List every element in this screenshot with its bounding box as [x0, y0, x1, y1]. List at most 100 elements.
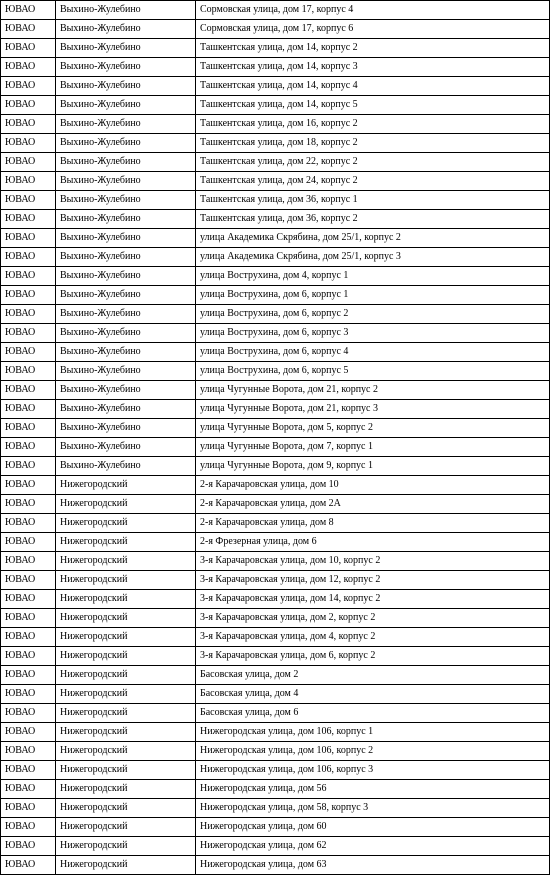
cell-okrug: ЮВАО [1, 647, 56, 666]
table-row: ЮВАОНижегородский2-я Карачаровская улица… [1, 514, 550, 533]
cell-address: 2-я Фрезерная улица, дом 6 [196, 533, 550, 552]
cell-district: Выхино-Жулебино [56, 324, 196, 343]
cell-okrug: ЮВАО [1, 628, 56, 647]
table-row: ЮВАОВыхино-Жулебиноулица Вострухина, дом… [1, 286, 550, 305]
cell-okrug: ЮВАО [1, 191, 56, 210]
cell-district: Выхино-Жулебино [56, 1, 196, 20]
table-row: ЮВАОВыхино-Жулебиноулица Академика Скряб… [1, 229, 550, 248]
table-row: ЮВАОНижегородский3-я Карачаровская улица… [1, 628, 550, 647]
cell-district: Нижегородский [56, 780, 196, 799]
cell-okrug: ЮВАО [1, 381, 56, 400]
cell-address: улица Чугунные Ворота, дом 21, корпус 3 [196, 400, 550, 419]
table-row: ЮВАОВыхино-Жулебиноулица Чугунные Ворота… [1, 438, 550, 457]
table-row: ЮВАОВыхино-ЖулебиноТашкентская улица, до… [1, 210, 550, 229]
cell-district: Нижегородский [56, 818, 196, 837]
cell-district: Выхино-Жулебино [56, 191, 196, 210]
table-row: ЮВАОНижегородский3-я Карачаровская улица… [1, 571, 550, 590]
cell-address: Нижегородская улица, дом 63 [196, 856, 550, 875]
cell-okrug: ЮВАО [1, 457, 56, 476]
table-row: ЮВАОВыхино-Жулебиноулица Чугунные Ворота… [1, 419, 550, 438]
cell-district: Нижегородский [56, 552, 196, 571]
cell-okrug: ЮВАО [1, 39, 56, 58]
cell-address: Ташкентская улица, дом 14, корпус 5 [196, 96, 550, 115]
table-row: ЮВАОНижегородскийНижегородская улица, до… [1, 780, 550, 799]
table-row: ЮВАОНижегородскийБасовская улица, дом 2 [1, 666, 550, 685]
cell-address: улица Вострухина, дом 6, корпус 5 [196, 362, 550, 381]
cell-okrug: ЮВАО [1, 1, 56, 20]
cell-address: Ташкентская улица, дом 36, корпус 2 [196, 210, 550, 229]
cell-district: Выхино-Жулебино [56, 305, 196, 324]
cell-okrug: ЮВАО [1, 856, 56, 875]
cell-okrug: ЮВАО [1, 305, 56, 324]
cell-district: Выхино-Жулебино [56, 419, 196, 438]
cell-okrug: ЮВАО [1, 590, 56, 609]
cell-okrug: ЮВАО [1, 134, 56, 153]
table-row: ЮВАОВыхино-Жулебиноулица Вострухина, дом… [1, 343, 550, 362]
cell-district: Нижегородский [56, 837, 196, 856]
cell-district: Выхино-Жулебино [56, 134, 196, 153]
cell-address: Нижегородская улица, дом 58, корпус 3 [196, 799, 550, 818]
cell-address: 2-я Карачаровская улица, дом 2А [196, 495, 550, 514]
cell-district: Выхино-Жулебино [56, 343, 196, 362]
table-row: ЮВАОВыхино-Жулебиноулица Вострухина, дом… [1, 305, 550, 324]
cell-okrug: ЮВАО [1, 267, 56, 286]
cell-address: Басовская улица, дом 4 [196, 685, 550, 704]
cell-district: Выхино-Жулебино [56, 229, 196, 248]
table-row: ЮВАОНижегородскийНижегородская улица, до… [1, 761, 550, 780]
cell-district: Выхино-Жулебино [56, 172, 196, 191]
cell-address: улица Чугунные Ворота, дом 9, корпус 1 [196, 457, 550, 476]
table-row: ЮВАОНижегородский3-я Карачаровская улица… [1, 590, 550, 609]
table-row: ЮВАОНижегородскийНижегородская улица, до… [1, 799, 550, 818]
cell-district: Выхино-Жулебино [56, 77, 196, 96]
cell-address: улица Вострухина, дом 4, корпус 1 [196, 267, 550, 286]
cell-address: 3-я Карачаровская улица, дом 6, корпус 2 [196, 647, 550, 666]
cell-address: Ташкентская улица, дом 16, корпус 2 [196, 115, 550, 134]
cell-address: 3-я Карачаровская улица, дом 2, корпус 2 [196, 609, 550, 628]
cell-district: Нижегородский [56, 742, 196, 761]
cell-address: 3-я Карачаровская улица, дом 4, корпус 2 [196, 628, 550, 647]
cell-address: улица Академика Скрябина, дом 25/1, корп… [196, 248, 550, 267]
cell-district: Нижегородский [56, 590, 196, 609]
cell-okrug: ЮВАО [1, 324, 56, 343]
cell-okrug: ЮВАО [1, 77, 56, 96]
cell-okrug: ЮВАО [1, 685, 56, 704]
cell-district: Выхино-Жулебино [56, 248, 196, 267]
cell-okrug: ЮВАО [1, 514, 56, 533]
table-row: ЮВАОВыхино-ЖулебиноСормовская улица, дом… [1, 20, 550, 39]
table-row: ЮВАОВыхино-Жулебиноулица Чугунные Ворота… [1, 381, 550, 400]
table-row: ЮВАОНижегородский3-я Карачаровская улица… [1, 552, 550, 571]
cell-address: Нижегородская улица, дом 106, корпус 1 [196, 723, 550, 742]
cell-okrug: ЮВАО [1, 476, 56, 495]
cell-okrug: ЮВАО [1, 704, 56, 723]
cell-okrug: ЮВАО [1, 780, 56, 799]
address-table: ЮВАОВыхино-ЖулебиноСормовская улица, дом… [0, 0, 550, 875]
cell-district: Выхино-Жулебино [56, 39, 196, 58]
cell-district: Нижегородский [56, 856, 196, 875]
cell-district: Выхино-Жулебино [56, 153, 196, 172]
cell-district: Нижегородский [56, 704, 196, 723]
cell-address: улица Академика Скрябина, дом 25/1, корп… [196, 229, 550, 248]
cell-okrug: ЮВАО [1, 343, 56, 362]
cell-okrug: ЮВАО [1, 723, 56, 742]
cell-okrug: ЮВАО [1, 495, 56, 514]
cell-okrug: ЮВАО [1, 115, 56, 134]
table-row: ЮВАОНижегородскийНижегородская улица, до… [1, 723, 550, 742]
cell-district: Нижегородский [56, 666, 196, 685]
cell-okrug: ЮВАО [1, 419, 56, 438]
table-row: ЮВАОВыхино-ЖулебиноСормовская улица, дом… [1, 1, 550, 20]
cell-district: Нижегородский [56, 514, 196, 533]
cell-address: улица Чугунные Ворота, дом 21, корпус 2 [196, 381, 550, 400]
table-row: ЮВАОВыхино-ЖулебиноТашкентская улица, до… [1, 39, 550, 58]
cell-address: улица Вострухина, дом 6, корпус 2 [196, 305, 550, 324]
cell-okrug: ЮВАО [1, 533, 56, 552]
table-row: ЮВАОВыхино-Жулебиноулица Чугунные Ворота… [1, 457, 550, 476]
cell-district: Выхино-Жулебино [56, 362, 196, 381]
table-row: ЮВАОВыхино-ЖулебиноТашкентская улица, до… [1, 153, 550, 172]
table-row: ЮВАОНижегородскийБасовская улица, дом 6 [1, 704, 550, 723]
address-table-body: ЮВАОВыхино-ЖулебиноСормовская улица, дом… [1, 1, 550, 875]
cell-okrug: ЮВАО [1, 609, 56, 628]
cell-okrug: ЮВАО [1, 818, 56, 837]
cell-district: Нижегородский [56, 685, 196, 704]
table-row: ЮВАОНижегородский2-я Карачаровская улица… [1, 495, 550, 514]
cell-address: 2-я Карачаровская улица, дом 8 [196, 514, 550, 533]
